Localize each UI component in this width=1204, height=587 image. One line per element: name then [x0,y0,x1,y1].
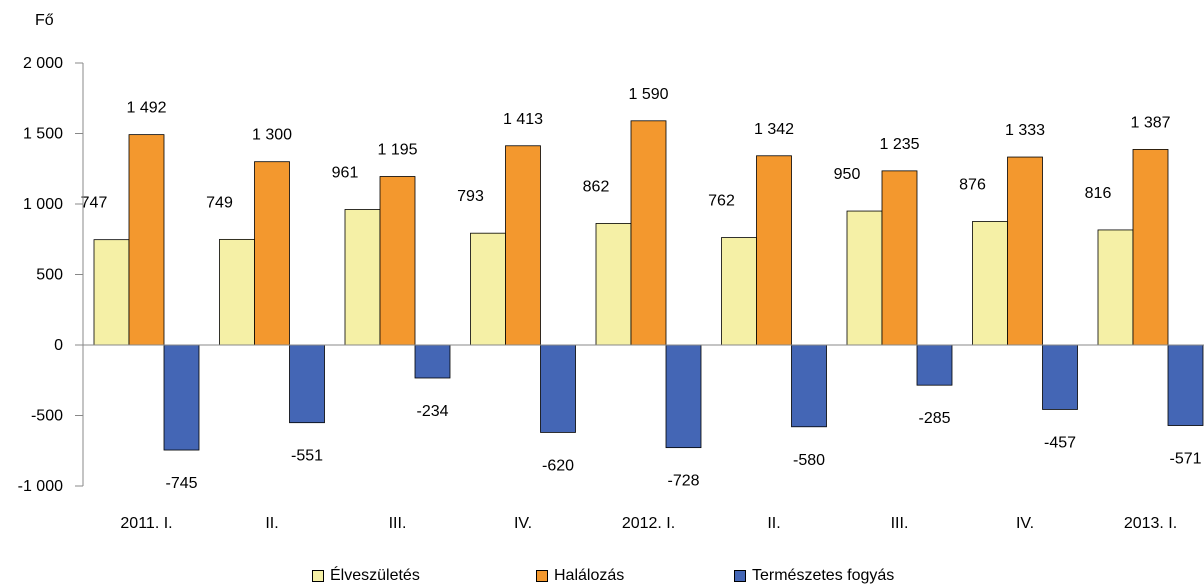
bar-2-3 [540,344,576,433]
y-tick-label: -500 [31,408,63,425]
data-labels: 747 1 492 -745 749 1 300 -551 961 1 195 -234 793 1… [81,86,1202,492]
x-tick-label: 2012. I. [622,515,675,532]
data-label-0-0: 747 [81,195,108,212]
data-label-1-0: 1 492 [126,100,166,117]
data-label-2-3: -620 [542,457,574,474]
data-label-0-6: 950 [834,166,861,183]
data-label-1-8: 1 387 [1130,114,1170,131]
bar-chart: Fő 2 000 1 500 1 000 500 0 -500 -1 000 747 1 49… [18,12,1204,532]
bar-1-8 [1132,149,1169,346]
y-axis-ticks: 2 000 1 500 1 000 500 0 -500 -1 000 [18,55,83,495]
bar-0-6 [846,210,883,346]
x-tick-label: III. [891,515,909,532]
bar-2-4 [665,344,702,449]
data-label-0-7: 876 [959,176,986,193]
y-tick-label: 0 [54,337,63,354]
x-tick-label: III. [389,515,407,532]
legend-swatch [734,570,746,582]
legend-item-0: Élveszületés [312,567,420,585]
data-label-2-7: -457 [1044,434,1076,451]
data-label-0-5: 762 [708,193,735,210]
bar-1-2 [379,176,416,346]
data-label-1-2: 1 195 [377,142,417,159]
data-label-1-6: 1 235 [879,136,919,153]
axes [82,63,1204,486]
y-tick-label: 2 000 [23,55,63,72]
x-tick-label: II. [265,515,278,532]
x-tick-label: II. [767,515,780,532]
bar-1-4 [630,120,667,346]
bar-0-3 [470,232,506,346]
bar-1-5 [756,155,792,346]
bar-0-2 [344,209,381,346]
legend-label: Természetes fogyás [752,567,895,584]
bar-1-6 [881,170,918,346]
data-label-0-2: 961 [332,164,359,181]
data-label-1-4: 1 590 [628,86,668,103]
y-tick-label: 1 500 [23,126,63,143]
bar-1-7 [1007,156,1043,346]
bar-2-2 [414,344,451,379]
legend-swatch [312,570,324,582]
data-label-2-6: -285 [918,410,950,427]
data-label-0-1: 749 [206,194,233,211]
bar-0-0 [93,239,130,346]
data-label-1-5: 1 342 [754,121,794,138]
x-tick-label: IV. [514,515,532,532]
bar-1-3 [505,145,541,346]
legend-item-1: Halálozás [536,567,624,585]
bars [93,120,1204,451]
bar-0-7 [972,221,1008,346]
data-label-0-8: 816 [1085,185,1112,202]
data-label-0-3: 793 [457,188,484,205]
bar-0-8 [1097,229,1134,346]
data-label-2-8: -571 [1169,451,1201,468]
bar-2-1 [289,344,325,424]
data-label-1-1: 1 300 [252,127,292,144]
x-axis-ticks: 2011. I. II. III. IV. 2012. I. II. III. IV. 2013… [120,515,1177,532]
data-label-2-5: -580 [793,452,825,469]
bar-2-6 [916,344,953,386]
data-label-1-7: 1 333 [1005,122,1045,139]
legend-swatch [536,570,548,582]
x-tick-label: IV. [1016,515,1034,532]
bar-0-4 [595,223,632,346]
bar-2-7 [1042,344,1078,410]
data-label-1-3: 1 413 [503,111,543,128]
y-tick-label: 500 [36,267,63,284]
y-tick-label: 1 000 [23,196,63,213]
data-label-2-0: -745 [165,475,197,492]
bar-2-0 [163,344,200,451]
bar-2-5 [791,344,827,428]
x-tick-label: 2013. I. [1124,515,1177,532]
legend: Élveszületés Halálozás Természetes fogyás [0,567,1204,587]
data-label-2-1: -551 [291,448,323,465]
bar-0-1 [219,238,255,346]
legend-label: Élveszületés [330,567,420,584]
data-label-2-2: -234 [416,403,448,420]
legend-label: Halálozás [554,567,625,584]
bar-1-0 [128,134,165,346]
y-axis-title: Fő [35,12,54,29]
data-label-2-4: -728 [667,473,699,490]
y-tick-label: -1 000 [18,478,63,495]
data-label-0-4: 862 [583,178,610,195]
bar-0-5 [721,237,757,346]
bar-2-8 [1167,344,1204,426]
legend-item-2: Természetes fogyás [734,567,894,585]
x-tick-label: 2011. I. [120,515,172,532]
bar-1-1 [254,161,290,346]
